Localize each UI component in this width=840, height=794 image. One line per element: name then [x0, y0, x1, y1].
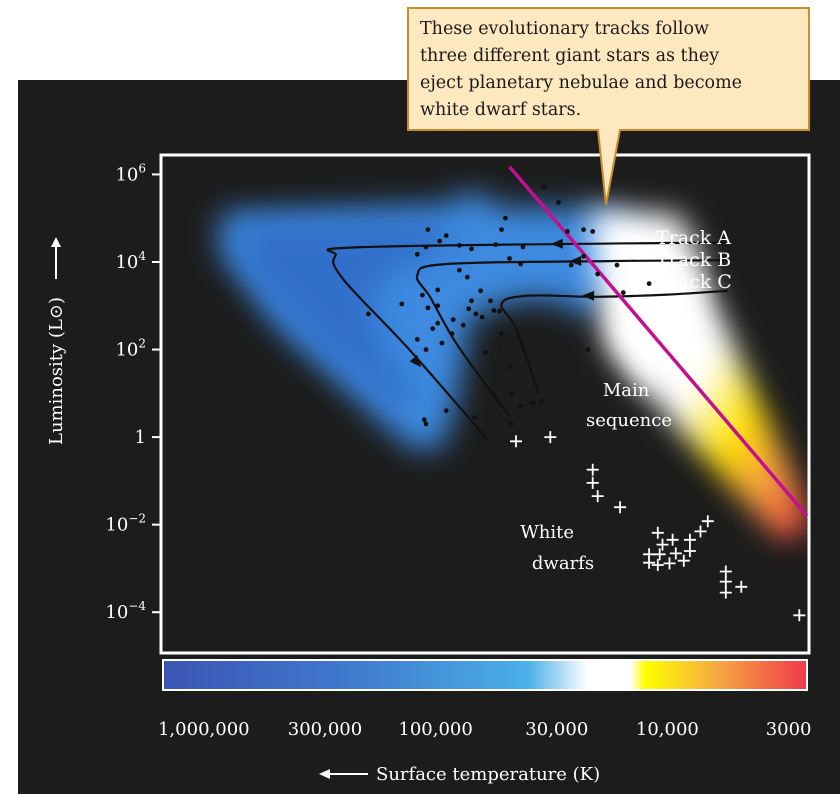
star-point — [472, 415, 477, 420]
y-tick-label-base: 10 — [105, 602, 128, 623]
star-point — [469, 246, 474, 251]
star-point — [426, 227, 431, 232]
callout-line-2: three different giant stars as they — [420, 46, 719, 66]
y-tick-label: 1 — [135, 427, 146, 448]
y-tick-label-exponent: −2 — [128, 512, 146, 526]
y-axis-label: Luminosity (L⊙) — [46, 297, 67, 445]
track-a-label: Track A — [656, 227, 731, 249]
star-point — [465, 275, 470, 280]
star-point — [507, 365, 512, 370]
callout-line-1: These evolutionary tracks follow — [420, 19, 709, 39]
star-point — [437, 239, 442, 244]
x-tick-label: 300,000 — [288, 719, 362, 740]
star-point — [422, 417, 427, 422]
star-point — [569, 263, 574, 268]
star-point — [424, 347, 429, 352]
star-point — [497, 309, 502, 314]
star-point — [457, 243, 462, 248]
star-point — [586, 347, 591, 352]
star-point — [483, 350, 488, 355]
star-point — [474, 312, 479, 317]
y-tick-label-exponent: 4 — [138, 249, 146, 263]
star-point — [615, 263, 620, 268]
main-sequence-label-line2: sequence — [586, 410, 672, 431]
x-tick-label: 100,000 — [398, 719, 472, 740]
star-point — [518, 262, 523, 267]
star-point — [415, 252, 420, 257]
star-point — [461, 323, 466, 328]
y-tick-label-base: 10 — [115, 164, 138, 185]
y-tick-label-exponent: 6 — [138, 161, 146, 175]
star-point — [565, 229, 570, 234]
star-point — [507, 256, 512, 261]
star-point — [503, 216, 508, 221]
temperature-colorbar — [163, 660, 807, 690]
x-tick-label: 3000 — [766, 719, 812, 740]
x-tick-label: 10,000 — [636, 719, 699, 740]
main-sequence-label-line1: Main — [603, 380, 650, 401]
star-point — [444, 408, 449, 413]
star-point — [521, 245, 526, 250]
star-point — [581, 254, 586, 259]
star-point — [488, 298, 493, 303]
star-point — [469, 298, 474, 303]
star-point — [399, 302, 404, 307]
star-point — [539, 399, 544, 404]
y-tick-label-base: 1 — [135, 427, 146, 448]
white-dwarfs-label-line1: White — [520, 522, 574, 543]
callout-line-4: white dwarf stars. — [420, 100, 581, 120]
star-point — [493, 242, 498, 247]
star-point — [478, 288, 483, 293]
y-tick-label-exponent: −4 — [128, 599, 146, 613]
star-point — [424, 422, 429, 427]
star-point — [542, 185, 547, 190]
star-point — [509, 422, 514, 427]
x-tick-label: 1,000,000 — [158, 719, 250, 740]
star-point — [450, 331, 455, 336]
star-point — [457, 268, 462, 273]
star-point — [647, 281, 652, 286]
star-point — [531, 401, 536, 406]
y-tick-label-base: 10 — [105, 515, 128, 536]
star-point — [492, 308, 497, 313]
y-tick-label-exponent: 2 — [138, 337, 146, 351]
x-tick-label: 30,000 — [525, 719, 588, 740]
star-point — [435, 288, 440, 293]
star-point — [509, 391, 514, 396]
star-point — [621, 290, 626, 295]
star-point — [518, 404, 523, 409]
star-point — [420, 293, 425, 298]
star-point — [556, 200, 561, 205]
star-point — [451, 317, 456, 322]
x-axis-label: Surface temperature (K) — [376, 764, 600, 785]
star-point — [424, 245, 429, 250]
star-point — [590, 229, 595, 234]
star-point — [499, 227, 504, 232]
star-point — [435, 321, 440, 326]
star-point — [480, 315, 485, 320]
y-tick-label-base: 10 — [115, 340, 138, 361]
star-point — [366, 312, 371, 317]
white-dwarfs-label-line2: dwarfs — [532, 553, 594, 574]
star-point — [595, 272, 600, 277]
star-point — [499, 331, 504, 336]
star-point — [435, 303, 440, 308]
track-c-label: Track C — [656, 271, 732, 293]
star-point — [440, 341, 445, 346]
callout-line-3: eject planetary nebulae and become — [420, 73, 742, 93]
track-b-label: Track B — [656, 249, 731, 271]
star-point — [466, 306, 471, 311]
y-tick-label-base: 10 — [115, 252, 138, 273]
star-point — [430, 326, 435, 331]
star-point — [581, 227, 586, 232]
star-point — [415, 337, 420, 342]
star-point — [426, 305, 431, 310]
star-point — [444, 233, 449, 238]
